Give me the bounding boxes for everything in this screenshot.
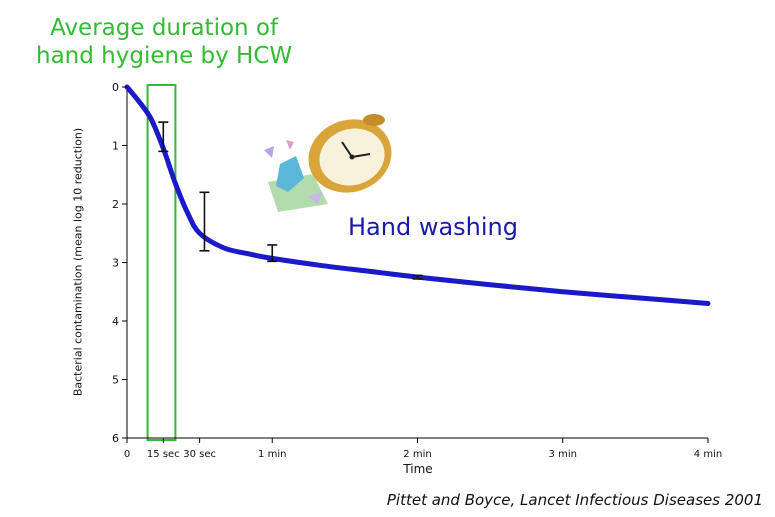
error-bar [412,274,423,280]
series-label-hand-washing: Hand washing [348,213,518,241]
error-bar [199,191,210,252]
highlight-box [146,84,177,441]
chart-heading: Average duration of hand hygiene by HCW [36,14,292,70]
y-tick-label: 4 [112,315,119,328]
y-tick-label: 5 [112,374,119,387]
x-axis-label: Time [403,462,433,476]
x-tick-label: 4 min [694,449,722,460]
y-tick-label: 0 [112,81,119,94]
error-bar [158,121,169,153]
y-tick-label: 6 [112,432,119,445]
y-tick-label: 3 [112,257,119,270]
heading-line-1: Average duration of [50,15,279,41]
y-tick-label: 2 [112,198,119,211]
x-tick-label: 30 sec [183,449,216,460]
x-tick-label: 1 min [258,449,286,460]
x-tick-label: 15 sec [147,449,180,460]
x-tick-label: 2 min [403,449,431,460]
y-axis-label: Bacterial contamination (mean log 10 red… [71,127,85,397]
heading-line-2: hand hygiene by HCW [36,43,293,69]
error-bar [267,244,278,263]
alarm-clock-icon [264,114,392,212]
citation: Pittet and Boyce, Lancet Infectious Dise… [386,491,763,509]
x-tick-label: 3 min [549,449,577,460]
series-line-hand-washing [124,84,711,306]
x-tick-label: 0 [124,449,130,460]
y-tick-label: 1 [112,140,119,153]
